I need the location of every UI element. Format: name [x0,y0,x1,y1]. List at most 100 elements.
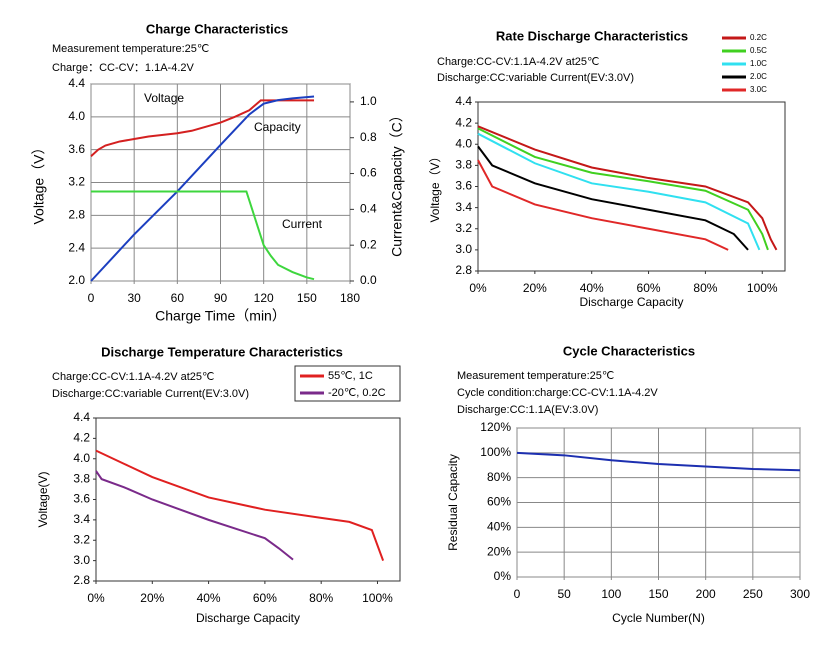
y-tick-label: 3.8 [455,158,472,172]
legend-box [294,365,401,402]
plot-frame [95,417,401,582]
y2-axis-label: Current&Capacity（C） [389,108,405,257]
y-axis-label: Voltage(V) [36,471,50,527]
x-tick-label: 300 [790,587,810,601]
legend-label: 0.2C [750,33,767,42]
series-line [477,145,749,251]
series-line [95,470,294,561]
y-tick-label: 3.6 [68,142,85,156]
y-tick-label: 40% [487,520,511,534]
y2-tick-label: 0.8 [360,130,377,144]
y-tick-label: 3.0 [73,553,90,567]
y-tick-label: 2.8 [68,208,85,222]
series-line [477,127,769,251]
x-tick-label: 150 [648,587,668,601]
annotation: Current [282,217,323,231]
y-tick-label: 20% [487,544,511,558]
x-tick-label: 60% [637,281,661,295]
y-tick-label: 4.0 [455,136,472,150]
subtitle: Discharge:CC:variable Current(EV:3.0V) [52,388,249,400]
x-tick-label: 100% [747,281,778,295]
subtitle: Cycle condition:charge:CC-CV:1.1A-4.2V [457,387,658,399]
y-axis-label: Residual Capacity [446,454,460,551]
x-axis-label: Discharge Capacity [196,611,300,625]
series-line [95,449,385,561]
y-tick-label: 60% [487,495,511,509]
y-tick-label: 3.4 [73,512,90,526]
y-tick-label: 3.2 [68,175,85,189]
y2-tick-label: 0.2 [360,237,377,251]
x-tick-label: 40% [197,591,221,605]
legend-label: 0.5C [750,46,767,55]
y-tick-label: 4.0 [73,451,90,465]
series-line [477,159,729,251]
subtitle: Charge：CC-CV：1.1A-4.2V [52,62,194,74]
legend-label: 55℃, 1C [328,370,373,382]
chart-title: Rate Discharge Characteristics [496,28,688,43]
chart-title: Cycle Characteristics [563,343,695,358]
plot-frame [477,101,786,272]
x-tick-label: 20% [523,281,547,295]
y-tick-label: 3.0 [455,242,472,256]
x-tick-label: 80% [693,281,717,295]
series-line [516,451,801,472]
x-tick-label: 20% [140,591,164,605]
y-tick-label: 3.6 [73,492,90,506]
y-tick-label: 3.8 [73,471,90,485]
subtitle: Measurement temperature:25℃ [457,370,614,382]
y-tick-label: 4.4 [68,76,85,90]
x-tick-label: 200 [696,587,716,601]
x-tick-label: 60% [253,591,277,605]
annotation: Voltage [144,91,184,105]
x-tick-label: 0% [87,591,105,605]
y-tick-label: 100% [480,445,511,459]
y-tick-label: 2.8 [73,573,90,587]
subtitle: Charge:CC-CV:1.1A-4.2V at25℃ [437,56,599,68]
y2-tick-label: 0.4 [360,202,377,216]
series-line [477,125,778,251]
x-axis-label: Discharge Capacity [579,295,683,309]
y-tick-label: 3.4 [455,200,472,214]
legend-label: 3.0C [750,85,767,94]
y-tick-label: 4.0 [68,109,85,123]
x-tick-label: 80% [309,591,333,605]
x-tick-label: 50 [557,587,571,601]
y-tick-label: 2.8 [455,263,472,277]
y2-tick-label: 1.0 [360,94,377,108]
y-tick-label: 2.0 [68,273,85,287]
x-axis-label: Cycle Number(N) [612,611,705,625]
x-tick-label: 100% [362,591,393,605]
y-axis-label: Voltage（V） [31,140,47,224]
series-line [91,190,315,281]
x-tick-label: 250 [743,587,763,601]
y-tick-label: 3.6 [455,179,472,193]
series-line [90,95,315,282]
legend-label: -20℃, 0.2C [328,387,386,399]
y2-tick-label: 0.0 [360,273,377,287]
subtitle: Measurement temperature:25℃ [52,43,209,55]
x-tick-label: 150 [297,291,317,305]
subtitle: Discharge:CC:1.1A(EV:3.0V) [457,404,598,416]
x-tick-label: 60 [171,291,185,305]
x-axis-label: Charge Time（min） [155,308,286,324]
subtitle: Discharge:CC:variable Current(EV:3.0V) [437,72,634,84]
series-line [90,99,315,157]
y2-tick-label: 0.6 [360,166,377,180]
y-tick-label: 2.4 [68,240,85,254]
y-tick-label: 3.2 [455,221,472,235]
y-tick-label: 4.4 [73,410,90,424]
legend-label: 2.0C [750,72,767,81]
x-tick-label: 90 [214,291,228,305]
subtitle: Charge:CC-CV:1.1A-4.2V at25℃ [52,371,214,383]
x-tick-label: 100 [601,587,621,601]
chart-title: Charge Characteristics [146,21,288,36]
x-tick-label: 40% [580,281,604,295]
x-tick-label: 0 [88,291,95,305]
annotation: Capacity [254,120,301,134]
y-tick-label: 0% [494,569,512,583]
y-tick-label: 120% [480,420,511,434]
chart-title: Discharge Temperature Characteristics [101,344,343,359]
y-tick-label: 3.2 [73,532,90,546]
y-tick-label: 4.2 [73,431,90,445]
